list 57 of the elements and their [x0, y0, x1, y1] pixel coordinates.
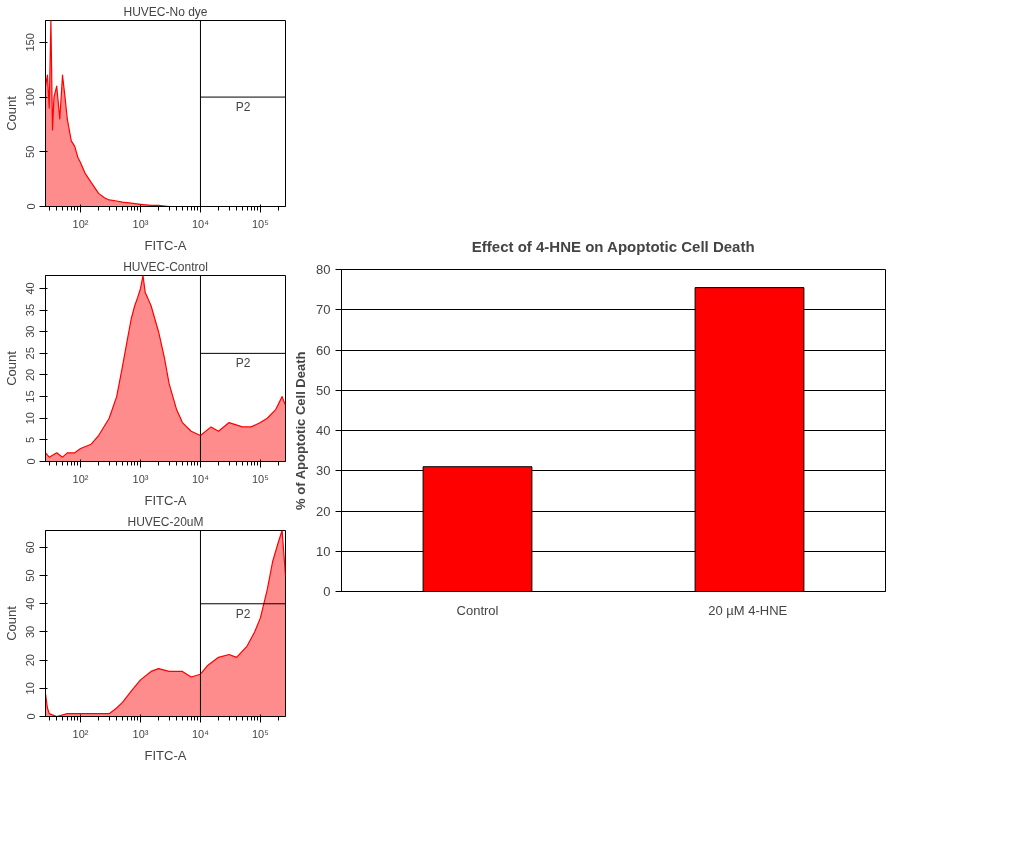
y-axis-title: Count — [3, 350, 19, 386]
y-axis-title: Count — [3, 605, 19, 641]
x-tick-label: 10⁵ — [252, 727, 269, 740]
x-tick-label: 10⁴ — [191, 217, 210, 230]
y-axis-title: Count — [3, 95, 19, 131]
x-tick-label: Control — [456, 602, 499, 618]
y-tick-label: 0 — [24, 203, 37, 210]
y-tick-label: 10 — [24, 412, 37, 425]
y-tick-label: 35 — [24, 303, 37, 317]
y-tick-label: 10 — [316, 543, 331, 559]
x-tick-label: 20 µM 4-HNE — [708, 602, 788, 618]
y-tick-label: 50 — [24, 569, 37, 582]
y-tick-label: 40 — [24, 282, 37, 295]
y-tick-label: 0 — [323, 584, 331, 599]
x-axis-title: FITC-A — [144, 237, 187, 253]
x-tick-label: 10² — [72, 472, 89, 485]
y-tick-label: 20 — [316, 503, 331, 519]
y-tick-label: 20 — [24, 368, 37, 382]
y-tick-label: 5 — [24, 436, 37, 443]
x-axis-title: FITC-A — [144, 747, 187, 763]
x-tick-label: 10⁴ — [191, 727, 210, 740]
chart-title: HUVEC-20uM — [127, 514, 204, 529]
y-tick-label: 25 — [24, 347, 37, 360]
y-tick-label: 15 — [24, 390, 37, 403]
y-tick-label: 30 — [316, 463, 331, 479]
x-tick-label: 10⁵ — [252, 472, 269, 485]
y-tick-label: 50 — [316, 382, 331, 398]
ref-line-label: P2 — [235, 356, 251, 371]
y-tick-label: 30 — [24, 625, 37, 639]
y-tick-label: 10 — [24, 682, 37, 695]
y-tick-label: 150 — [24, 33, 37, 52]
y-tick-label: 0 — [24, 458, 37, 465]
y-tick-label: 80 — [316, 262, 331, 277]
y-tick-label: 30 — [24, 325, 37, 338]
x-tick-label: 10² — [72, 217, 89, 230]
y-tick-label: 50 — [24, 145, 37, 158]
chart-title: HUVEC-No dye — [123, 4, 208, 19]
y-tick-label: 100 — [24, 87, 37, 107]
y-tick-label: 60 — [316, 342, 331, 358]
y-tick-label: 70 — [316, 302, 331, 318]
y-axis-title: % of Apoptotic Cell Death — [293, 351, 309, 510]
ref-line-label: P2 — [235, 606, 251, 621]
x-axis-title: FITC-A — [144, 492, 187, 508]
x-tick-label: 10³ — [132, 472, 149, 485]
y-tick-label: 40 — [316, 423, 331, 438]
ref-line-label: P2 — [235, 100, 251, 115]
x-tick-label: 10⁴ — [191, 472, 210, 485]
x-tick-label: 10³ — [132, 727, 149, 740]
x-tick-label: 10² — [72, 727, 89, 740]
x-tick-label: 10⁵ — [252, 217, 269, 230]
chart-title: HUVEC-Control — [123, 259, 208, 274]
chart-title: Effect of 4-HNE on Apoptotic Cell Death — [471, 237, 755, 255]
y-tick-label: 0 — [24, 713, 37, 720]
y-tick-label: 40 — [24, 597, 37, 610]
y-tick-label: 60 — [24, 541, 37, 554]
x-tick-label: 10³ — [132, 217, 149, 230]
y-tick-label: 20 — [24, 654, 37, 667]
